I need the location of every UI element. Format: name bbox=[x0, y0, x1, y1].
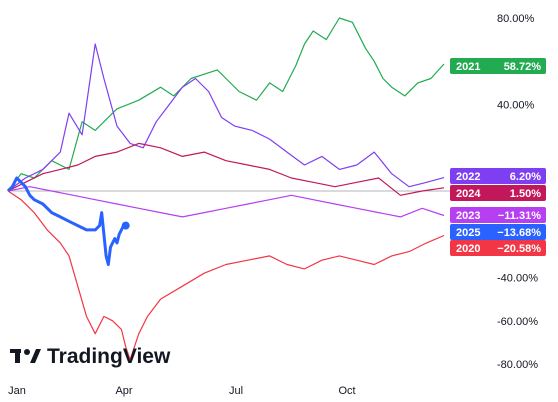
series-endpoint-2025 bbox=[121, 221, 130, 230]
series-badge-2020: 2020 −20.58% bbox=[450, 240, 546, 256]
series-badge-value: −20.58% bbox=[497, 243, 541, 255]
series-badge-2022: 2022 6.20% bbox=[450, 168, 546, 184]
x-axis: Jan Apr Jul Oct bbox=[8, 385, 355, 397]
series-badge-2023: 2023 −11.31% bbox=[450, 207, 546, 223]
x-tick-label: Oct bbox=[338, 385, 355, 397]
x-tick-label: Jul bbox=[229, 385, 243, 397]
series-badge-name: 2023 bbox=[456, 210, 480, 222]
series-badge-name: 2020 bbox=[456, 243, 480, 255]
series-badge-name: 2025 bbox=[456, 227, 480, 239]
series-line-2024 bbox=[7, 142, 445, 196]
series-line-2022 bbox=[7, 43, 445, 192]
brand-name: TradingView bbox=[47, 345, 171, 368]
series-badge-2021: 2021 58.72% bbox=[450, 58, 546, 74]
tradingview-logo[interactable]: TradingView bbox=[10, 345, 171, 368]
x-tick-label: Jan bbox=[8, 385, 26, 397]
series-badge-value: −13.68% bbox=[497, 227, 541, 239]
y-tick-label: -40.00% bbox=[497, 273, 538, 285]
series-badge-name: 2022 bbox=[456, 171, 480, 183]
y-tick-label: -80.00% bbox=[497, 359, 538, 371]
tradingview-logo-icon bbox=[10, 349, 41, 363]
series-badge-name: 2021 bbox=[456, 61, 480, 73]
series-badge-value: −11.31% bbox=[498, 210, 541, 222]
series-line-2023 bbox=[7, 186, 445, 218]
series-badge-2025: 2025 −13.68% bbox=[450, 224, 546, 240]
series-badge-name: 2024 bbox=[456, 188, 481, 200]
x-tick-label: Apr bbox=[115, 385, 132, 397]
series-badge-2024: 2024 1.50% bbox=[450, 185, 546, 201]
series-badge-value: 58.72% bbox=[504, 61, 542, 73]
series-line-2025 bbox=[6, 176, 126, 266]
plot-area bbox=[6, 17, 450, 361]
y-tick-label: -60.00% bbox=[497, 316, 538, 328]
series-badges: 2021 58.72%2022 6.20%2024 1.50%2023 −11.31%2… bbox=[450, 58, 546, 256]
series-line-2020 bbox=[7, 190, 445, 361]
y-tick-label: 40.00% bbox=[497, 100, 535, 112]
series-badge-value: 6.20% bbox=[510, 171, 541, 183]
series-line-2021 bbox=[7, 17, 445, 192]
series-badge-value: 1.50% bbox=[510, 188, 541, 200]
y-axis: 80.00% 40.00% -40.00% -60.00% -80.00% bbox=[497, 13, 538, 371]
y-tick-label: 80.00% bbox=[497, 13, 535, 25]
